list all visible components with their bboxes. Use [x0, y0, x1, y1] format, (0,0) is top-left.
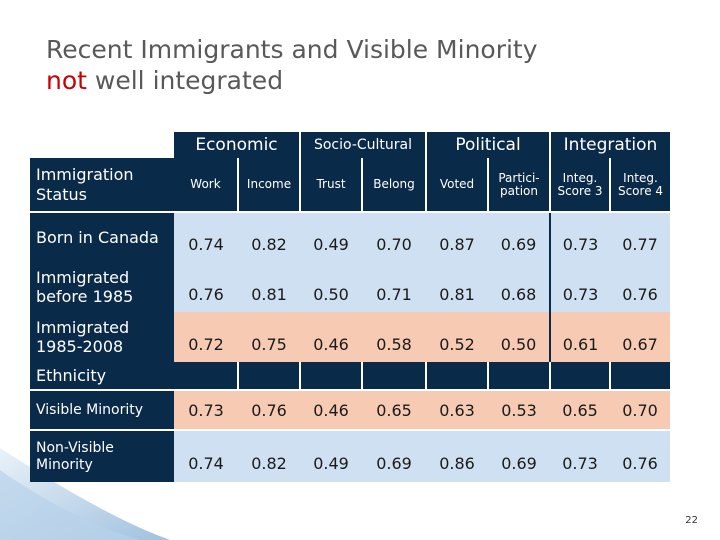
cell-value: 0.76 — [174, 262, 238, 312]
cell-value: 0.73 — [550, 430, 610, 482]
cell-value: 0.46 — [300, 312, 362, 362]
cell-value: 0.70 — [362, 212, 426, 262]
row-label: Immigrated 1985-2008 — [30, 312, 174, 362]
group-socio-cultural: Socio-Cultural — [300, 132, 426, 158]
cell-value: 0.67 — [610, 312, 670, 362]
cell-value: 0.75 — [238, 312, 300, 362]
cell-value: 0.63 — [426, 390, 488, 430]
col-voted: Voted — [426, 158, 488, 212]
section-band — [550, 362, 610, 390]
cell-value: 0.77 — [610, 212, 670, 262]
title-rest: well integrated — [87, 66, 283, 95]
col-participation: Partici-pation — [488, 158, 550, 212]
cell-value: 0.76 — [238, 390, 300, 430]
cell-value: 0.69 — [488, 430, 550, 482]
col-trust: Trust — [300, 158, 362, 212]
cell-value: 0.76 — [610, 262, 670, 312]
table-row: Immigrated before 1985 0.76 0.81 0.50 0.… — [30, 262, 670, 312]
status-header: Immigration Status — [30, 158, 174, 212]
col-work: Work — [174, 158, 238, 212]
cell-value: 0.58 — [362, 312, 426, 362]
table-row: Born in Canada 0.74 0.82 0.49 0.70 0.87 … — [30, 212, 670, 262]
column-header-row: Immigration Status Work Income Trust Bel… — [30, 158, 670, 212]
cell-value: 0.53 — [488, 390, 550, 430]
row-label: Visible Minority — [30, 390, 174, 430]
slide-title: Recent Immigrants and Visible Minority no… — [46, 34, 686, 96]
col-income: Income — [238, 158, 300, 212]
col-belong: Belong — [362, 158, 426, 212]
cell-value: 0.50 — [300, 262, 362, 312]
cell-value: 0.65 — [550, 390, 610, 430]
col-integ-score-4: Integ. Score 4 — [610, 158, 670, 212]
cell-value: 0.81 — [238, 262, 300, 312]
table-row: Visible Minority 0.73 0.76 0.46 0.65 0.6… — [30, 390, 670, 430]
row-label: Born in Canada — [30, 212, 174, 262]
cell-value: 0.71 — [362, 262, 426, 312]
cell-value: 0.65 — [362, 390, 426, 430]
cell-value: 0.72 — [174, 312, 238, 362]
cell-value: 0.73 — [550, 212, 610, 262]
cell-value: 0.82 — [238, 212, 300, 262]
cell-value: 0.68 — [488, 262, 550, 312]
group-economic: Economic — [174, 132, 300, 158]
cell-value: 0.69 — [488, 212, 550, 262]
group-integration: Integration — [550, 132, 670, 158]
title-line1: Recent Immigrants and Visible Minority — [46, 35, 538, 64]
cell-value: 0.52 — [426, 312, 488, 362]
cell-value: 0.86 — [426, 430, 488, 482]
cell-value: 0.49 — [300, 430, 362, 482]
title-accent-word: not — [46, 66, 87, 95]
cell-value: 0.69 — [362, 430, 426, 482]
section-band — [426, 362, 488, 390]
section-band — [300, 362, 362, 390]
section-band — [174, 362, 238, 390]
cell-value: 0.73 — [174, 390, 238, 430]
table-row: Immigrated 1985-2008 0.72 0.75 0.46 0.58… — [30, 312, 670, 362]
group-political: Political — [426, 132, 550, 158]
col-integ-score-3: Integ. Score 3 — [550, 158, 610, 212]
section-band — [238, 362, 300, 390]
cell-value: 0.81 — [426, 262, 488, 312]
cell-value: 0.74 — [174, 212, 238, 262]
section-band — [610, 362, 670, 390]
cell-value: 0.46 — [300, 390, 362, 430]
cell-value: 0.61 — [550, 312, 610, 362]
page-number: 22 — [685, 515, 698, 526]
ethnicity-section-row: Ethnicity — [30, 362, 670, 390]
integration-table: Economic Socio-Cultural Political Integr… — [30, 132, 670, 482]
cell-value: 0.82 — [238, 430, 300, 482]
section-band — [488, 362, 550, 390]
ethnicity-label: Ethnicity — [30, 362, 174, 390]
section-band — [362, 362, 426, 390]
cell-value: 0.73 — [550, 262, 610, 312]
cell-value: 0.50 — [488, 312, 550, 362]
cell-value: 0.49 — [300, 212, 362, 262]
cell-value: 0.70 — [610, 390, 670, 430]
cell-value: 0.76 — [610, 430, 670, 482]
corner-blank — [30, 132, 174, 158]
row-label: Immigrated before 1985 — [30, 262, 174, 312]
table-row: Non-Visible Minority 0.74 0.82 0.49 0.69… — [30, 430, 670, 482]
cell-value: 0.87 — [426, 212, 488, 262]
group-header-row: Economic Socio-Cultural Political Integr… — [30, 132, 670, 158]
cell-value: 0.74 — [174, 430, 238, 482]
row-label: Non-Visible Minority — [30, 430, 174, 482]
